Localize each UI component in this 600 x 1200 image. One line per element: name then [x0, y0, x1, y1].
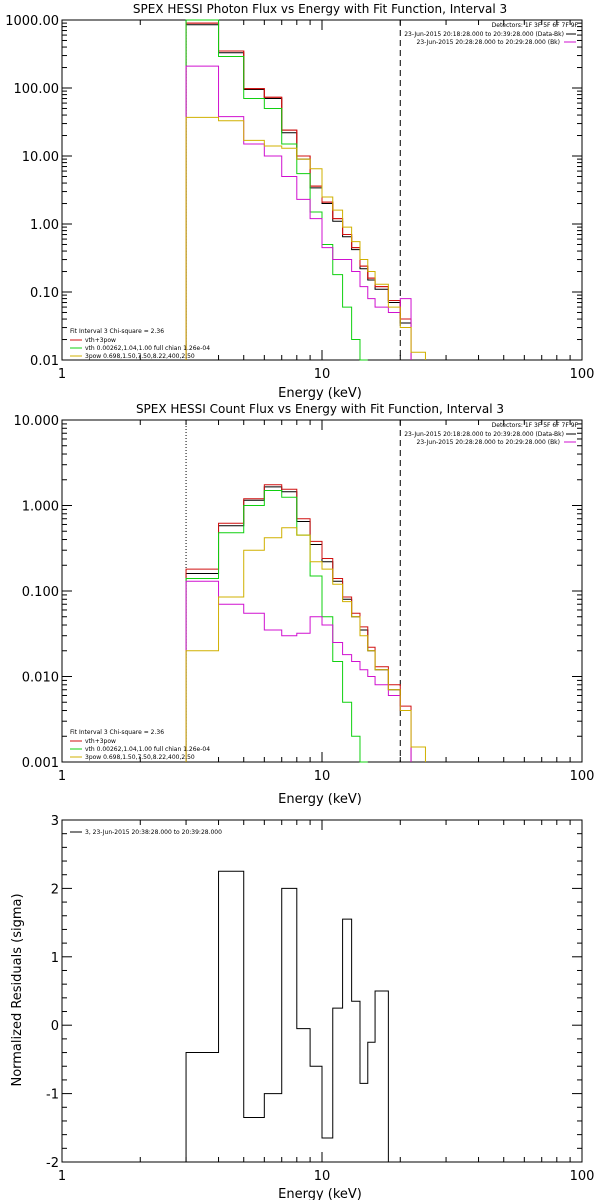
count-legend-bottom-left: Fit Interval 3 Chi-square = 2.36 vth+3po…: [70, 729, 210, 761]
count-y-tick-label: 0.001: [22, 756, 59, 771]
count-x-tick-label: 10: [314, 769, 331, 784]
count-legend-3pow: 3pow 0.698,1.50,7.50,8.22,400,2.50: [85, 754, 195, 761]
photon-chart-title: SPEX HESSI Photon Flux vs Energy with Fi…: [133, 2, 507, 16]
count-legend-detectors: Detectors: 1F 3F 5F 6F 7F 9F: [492, 422, 579, 429]
photon-legend-model: vth+3pow: [85, 337, 116, 344]
residuals-y-tick-label: 1: [51, 951, 59, 966]
count-chart-title: SPEX HESSI Count Flux vs Energy with Fit…: [136, 402, 504, 416]
count-series-red-1: [185, 484, 412, 762]
residuals-y-tick-label: -1: [46, 1088, 59, 1103]
residuals-x-axis-label: Energy (keV): [278, 1187, 362, 1200]
photon-legend-bk: 23-Jun-2015 20:28:28.000 to 20:29:28.000…: [417, 39, 560, 46]
count-legend-top-right: Detectors: 1F 3F 5F 6F 7F 9F 23-Jun-2015…: [404, 422, 578, 446]
photon-y-tick-label: 10.00: [22, 150, 59, 165]
photon-x-tick-label: 10: [314, 367, 331, 382]
photon-legend-detectors: Detectors: 1F 3F 5F 6F 7F 9F: [492, 22, 579, 29]
count-x-tick-label: 100: [570, 769, 595, 784]
count-legend-bk: 23-Jun-2015 20:28:28.000 to 20:29:28.000…: [417, 439, 560, 446]
photon-x-axis-label: Energy (keV): [278, 386, 362, 401]
count-y-tick-label: 0.100: [22, 585, 59, 600]
photon-x-tick-label: 100: [570, 367, 595, 382]
photon-legend-3pow: 3pow 0.698,1.50,7.50,8.22,400,2.50: [85, 353, 195, 360]
photon-series-green-3: [185, 19, 368, 361]
photon-legend-fit: Fit Interval 3 Chi-square = 2.36: [70, 328, 164, 335]
count-plot-area: 1 10 100 10.000 1.000 0.100 0.010 0.001: [14, 414, 595, 784]
count-x-tick-label: 1: [58, 769, 66, 784]
count-flux-panel: SPEX HESSI Count Flux vs Energy with Fit…: [14, 402, 595, 807]
residuals-x-tick-label: 100: [570, 1169, 595, 1184]
photon-y-tick-label: 0.10: [30, 286, 59, 301]
residuals-y-tick-label: 0: [51, 1019, 59, 1034]
photon-series-magenta-4: [185, 65, 412, 360]
photon-plot-area: 1 10 100 1000.00 100.00 10.00 1.00 0.10 0.01: [5, 14, 594, 382]
count-legend-vth: vth 0.00262,1.04,1.00 full chian 1.26e-0…: [85, 746, 210, 753]
count-y-tick-label: 10.000: [14, 414, 60, 429]
count-legend-fit: Fit Interval 3 Chi-square = 2.36: [70, 729, 164, 736]
residuals-series-black-0: [185, 870, 401, 1163]
photon-y-tick-label: 0.01: [30, 354, 59, 369]
photon-y-tick-label: 1.00: [30, 218, 59, 233]
photon-x-tick-label: 1: [58, 367, 66, 382]
photon-series-yellow-5: [185, 116, 426, 360]
count-series-magenta-3: [185, 580, 412, 762]
photon-y-tick-label: 1000.00: [5, 14, 59, 29]
photon-legend-vth: vth 0.00262,1.04,1.00 full chian 1.26e-0…: [85, 345, 210, 352]
photon-legend-data-bk: 23-Jun-2015 20:18:28.000 to 20:39:28.000…: [404, 31, 564, 38]
count-x-axis-label: Energy (keV): [278, 792, 362, 807]
residuals-y-tick-label: -2: [46, 1156, 59, 1171]
residuals-legend: 3, 23-Jun-2015 20:38:28.000 to 20:39:28.…: [70, 829, 222, 836]
photon-legend-bottom-left: Fit Interval 3 Chi-square = 2.36 vth+3po…: [70, 328, 210, 360]
photon-legend-top-right: Detectors: 1F 3F 5F 6F 7F 9F 23-Jun-2015…: [404, 22, 578, 46]
residuals-y-tick-label: 2: [51, 882, 59, 897]
residuals-y-tick-label: 3: [51, 814, 59, 829]
photon-flux-panel: SPEX HESSI Photon Flux vs Energy with Fi…: [5, 2, 594, 401]
residuals-x-tick-label: 10: [314, 1169, 331, 1184]
residuals-y-axis-label: Normalized Residuals (sigma): [10, 893, 25, 1086]
count-series-yellow-4: [185, 527, 426, 762]
residuals-x-tick-label: 1: [58, 1169, 66, 1184]
photon-y-tick-label: 100.00: [14, 82, 60, 97]
count-y-tick-label: 0.010: [22, 671, 59, 686]
count-y-tick-label: 1.000: [22, 500, 59, 515]
residuals-legend-text: 3, 23-Jun-2015 20:38:28.000 to 20:39:28.…: [85, 829, 222, 836]
count-legend-model: vth+3pow: [85, 738, 116, 745]
count-legend-data-bk: 23-Jun-2015 20:18:28.000 to 20:39:28.000…: [404, 431, 564, 438]
